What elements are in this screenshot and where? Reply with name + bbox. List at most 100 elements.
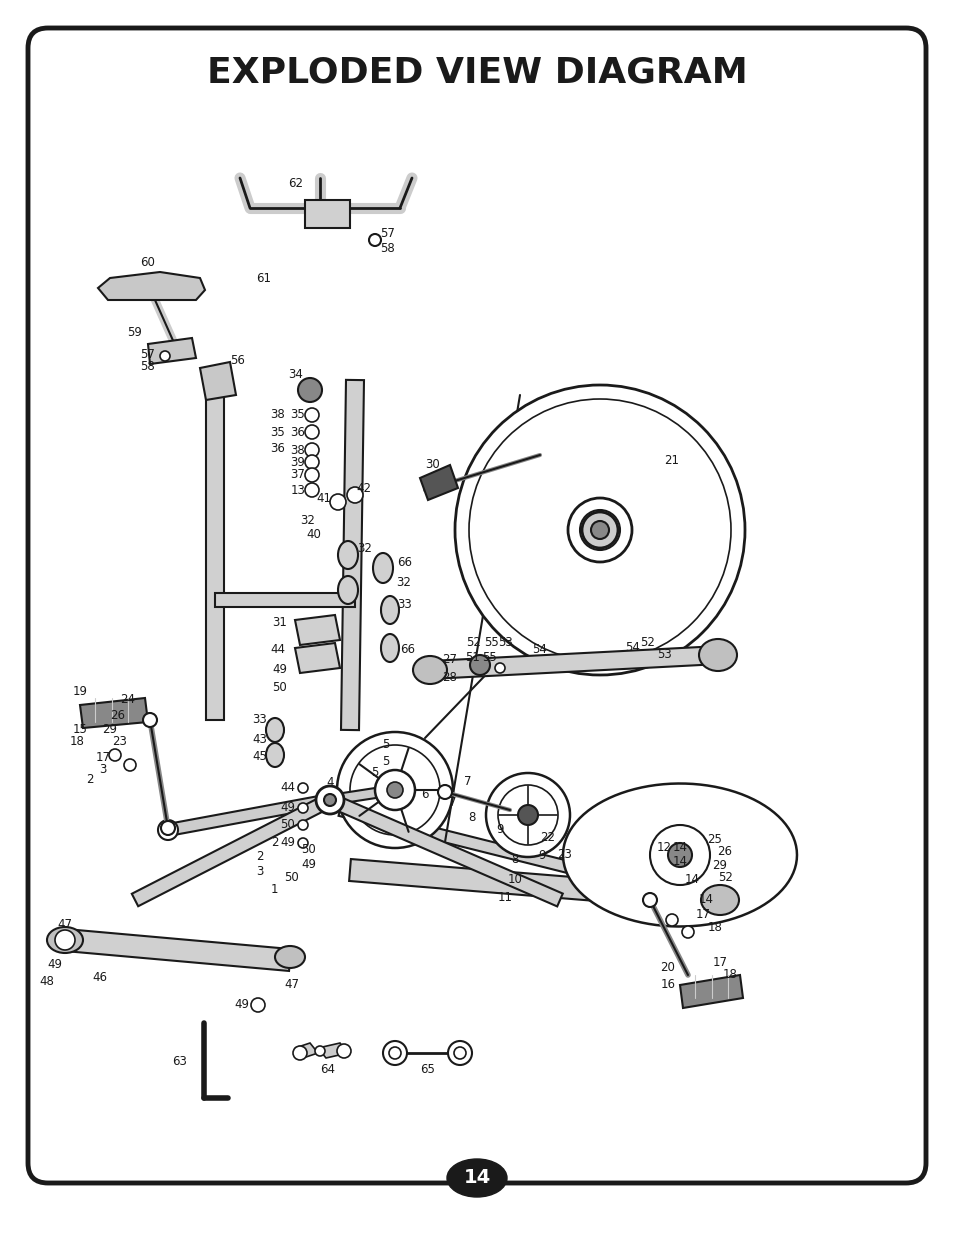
Polygon shape bbox=[167, 794, 331, 836]
Text: 61: 61 bbox=[256, 272, 272, 284]
Circle shape bbox=[315, 785, 344, 814]
Text: 49: 49 bbox=[280, 802, 295, 815]
Polygon shape bbox=[329, 785, 395, 805]
Polygon shape bbox=[305, 200, 350, 228]
Text: 60: 60 bbox=[140, 256, 155, 268]
Text: 31: 31 bbox=[273, 615, 287, 629]
Circle shape bbox=[369, 233, 380, 246]
Ellipse shape bbox=[337, 541, 357, 569]
Text: 8: 8 bbox=[468, 811, 476, 825]
Circle shape bbox=[336, 1044, 351, 1058]
Circle shape bbox=[305, 483, 318, 496]
Text: 41: 41 bbox=[316, 492, 331, 505]
Text: 5: 5 bbox=[382, 756, 389, 768]
Text: 14: 14 bbox=[698, 893, 713, 906]
Polygon shape bbox=[562, 783, 796, 926]
Text: 17: 17 bbox=[695, 909, 710, 921]
Text: 7: 7 bbox=[464, 776, 471, 788]
Text: 13: 13 bbox=[291, 483, 305, 496]
Polygon shape bbox=[294, 615, 339, 645]
Text: 54: 54 bbox=[625, 641, 639, 655]
Ellipse shape bbox=[413, 656, 447, 684]
Circle shape bbox=[305, 443, 318, 457]
Circle shape bbox=[297, 820, 308, 830]
Text: 5: 5 bbox=[371, 767, 378, 779]
Circle shape bbox=[437, 785, 452, 799]
Text: 48: 48 bbox=[39, 976, 54, 988]
Text: 64: 64 bbox=[320, 1063, 335, 1077]
Text: 43: 43 bbox=[253, 734, 267, 746]
Text: 20: 20 bbox=[659, 962, 675, 974]
Text: 17: 17 bbox=[95, 752, 111, 764]
Ellipse shape bbox=[266, 718, 284, 742]
Text: 55: 55 bbox=[482, 652, 497, 664]
Text: 21: 21 bbox=[664, 453, 679, 467]
Circle shape bbox=[293, 1046, 307, 1060]
Text: 5: 5 bbox=[382, 739, 389, 752]
Polygon shape bbox=[294, 643, 339, 673]
Text: 50: 50 bbox=[284, 872, 299, 884]
Text: 53: 53 bbox=[498, 636, 513, 650]
Text: 39: 39 bbox=[291, 456, 305, 468]
Polygon shape bbox=[64, 929, 291, 971]
Text: 50: 50 bbox=[301, 844, 316, 857]
Circle shape bbox=[497, 785, 558, 845]
Circle shape bbox=[161, 821, 174, 835]
Text: 1: 1 bbox=[270, 883, 277, 897]
Polygon shape bbox=[80, 698, 148, 727]
Text: 18: 18 bbox=[721, 968, 737, 982]
Text: 52: 52 bbox=[466, 636, 481, 650]
Ellipse shape bbox=[266, 743, 284, 767]
Text: 15: 15 bbox=[72, 724, 88, 736]
Circle shape bbox=[158, 820, 178, 840]
Ellipse shape bbox=[337, 576, 357, 604]
Circle shape bbox=[517, 805, 537, 825]
Text: 50: 50 bbox=[280, 819, 295, 831]
Circle shape bbox=[305, 454, 318, 469]
Text: 2: 2 bbox=[256, 851, 263, 863]
Circle shape bbox=[297, 783, 308, 793]
Text: 23: 23 bbox=[557, 848, 572, 862]
Text: 16: 16 bbox=[659, 978, 675, 992]
Text: 17: 17 bbox=[712, 956, 727, 969]
Circle shape bbox=[324, 794, 335, 806]
Circle shape bbox=[314, 1046, 325, 1056]
Circle shape bbox=[143, 713, 157, 727]
Polygon shape bbox=[200, 362, 235, 400]
Text: 4: 4 bbox=[326, 777, 334, 789]
Circle shape bbox=[387, 782, 402, 798]
Circle shape bbox=[495, 663, 504, 673]
Polygon shape bbox=[317, 1044, 348, 1058]
Text: 24: 24 bbox=[120, 694, 135, 706]
Ellipse shape bbox=[47, 927, 83, 953]
Circle shape bbox=[382, 1041, 407, 1065]
Ellipse shape bbox=[373, 553, 393, 583]
Text: 29: 29 bbox=[712, 860, 727, 872]
Circle shape bbox=[665, 914, 678, 926]
Circle shape bbox=[109, 748, 121, 761]
Polygon shape bbox=[148, 338, 195, 364]
Text: 46: 46 bbox=[92, 972, 108, 984]
Text: 62: 62 bbox=[288, 177, 303, 189]
Text: 7: 7 bbox=[449, 797, 456, 809]
Text: 49: 49 bbox=[273, 663, 287, 677]
Polygon shape bbox=[98, 272, 205, 300]
Circle shape bbox=[350, 745, 439, 835]
Text: 14: 14 bbox=[672, 856, 687, 868]
Circle shape bbox=[297, 839, 308, 848]
Text: 66: 66 bbox=[400, 643, 416, 657]
Text: 51: 51 bbox=[465, 652, 480, 664]
Text: 56: 56 bbox=[231, 353, 245, 367]
Circle shape bbox=[305, 408, 318, 422]
Ellipse shape bbox=[380, 597, 398, 624]
Circle shape bbox=[455, 385, 744, 676]
Text: 50: 50 bbox=[273, 682, 287, 694]
Text: 35: 35 bbox=[291, 409, 305, 421]
Circle shape bbox=[581, 513, 618, 548]
Text: 33: 33 bbox=[253, 714, 267, 726]
Text: 14: 14 bbox=[684, 873, 699, 887]
Text: 59: 59 bbox=[128, 326, 142, 338]
Text: 9: 9 bbox=[537, 850, 545, 862]
Text: 18: 18 bbox=[70, 736, 85, 748]
Circle shape bbox=[681, 926, 693, 939]
